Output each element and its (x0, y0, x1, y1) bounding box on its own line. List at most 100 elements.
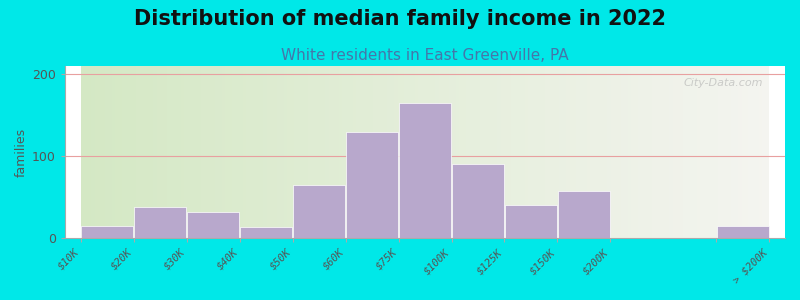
Bar (322, 66, 326, 238)
Bar (542, 66, 546, 238)
Bar (562, 66, 566, 238)
Title: White residents in East Greenville, PA: White residents in East Greenville, PA (282, 48, 569, 63)
Bar (308, 66, 311, 238)
Bar (418, 66, 422, 238)
Bar (683, 66, 686, 238)
Bar (301, 66, 305, 238)
Bar (749, 66, 752, 238)
Bar (673, 66, 676, 238)
Bar (442, 66, 446, 238)
Bar (287, 66, 291, 238)
Bar (710, 66, 714, 238)
Bar (81, 66, 84, 238)
Bar (342, 66, 346, 238)
Bar (215, 66, 218, 238)
Bar (188, 66, 191, 238)
Bar (184, 66, 188, 238)
Bar (655, 66, 659, 238)
Bar (82, 226, 134, 238)
Bar (474, 66, 477, 238)
Bar (139, 66, 143, 238)
Bar (618, 66, 621, 238)
Bar (532, 66, 535, 238)
Bar (399, 103, 451, 238)
Bar (762, 66, 766, 238)
Bar (167, 66, 170, 238)
Bar (118, 66, 122, 238)
Bar (724, 66, 728, 238)
Bar (556, 66, 559, 238)
Bar (246, 66, 250, 238)
Bar (150, 66, 154, 238)
Bar (414, 66, 418, 238)
Bar (577, 66, 580, 238)
Bar (505, 205, 557, 238)
Bar (136, 66, 139, 238)
Bar (198, 66, 202, 238)
Bar (463, 66, 466, 238)
Bar (766, 66, 769, 238)
Bar (508, 66, 511, 238)
Bar (466, 66, 470, 238)
Bar (146, 66, 150, 238)
Bar (717, 226, 769, 238)
Bar (604, 66, 607, 238)
Bar (226, 66, 229, 238)
Bar (438, 66, 442, 238)
Bar (408, 66, 411, 238)
Bar (745, 66, 749, 238)
Bar (115, 66, 118, 238)
Bar (580, 66, 583, 238)
Bar (232, 66, 236, 238)
Bar (339, 66, 342, 238)
Bar (611, 66, 614, 238)
Bar (649, 66, 652, 238)
Bar (522, 66, 525, 238)
Y-axis label: families: families (15, 128, 28, 176)
Bar (154, 66, 157, 238)
Bar (477, 66, 480, 238)
Bar (742, 66, 745, 238)
Bar (129, 66, 133, 238)
Bar (133, 66, 136, 238)
Bar (332, 66, 335, 238)
Bar (501, 66, 504, 238)
Bar (187, 212, 239, 238)
Bar (370, 66, 374, 238)
Bar (552, 66, 556, 238)
Bar (546, 66, 549, 238)
Bar (284, 66, 287, 238)
Bar (326, 66, 329, 238)
Bar (758, 66, 762, 238)
Bar (570, 66, 573, 238)
Bar (731, 66, 734, 238)
Bar (728, 66, 731, 238)
Bar (590, 66, 594, 238)
Bar (236, 66, 239, 238)
Bar (157, 66, 160, 238)
Bar (181, 66, 184, 238)
Bar (573, 66, 577, 238)
Bar (102, 66, 105, 238)
Bar (470, 66, 474, 238)
Bar (583, 66, 586, 238)
Bar (686, 66, 690, 238)
Bar (607, 66, 611, 238)
Bar (449, 66, 453, 238)
Bar (635, 66, 638, 238)
Bar (222, 66, 226, 238)
Bar (98, 66, 102, 238)
Bar (329, 66, 332, 238)
Bar (263, 66, 266, 238)
Text: Distribution of median family income in 2022: Distribution of median family income in … (134, 9, 666, 29)
Bar (346, 66, 350, 238)
Bar (242, 66, 246, 238)
Bar (628, 66, 631, 238)
Bar (239, 66, 242, 238)
Bar (270, 66, 274, 238)
Bar (205, 66, 208, 238)
Bar (690, 66, 694, 238)
Bar (559, 66, 562, 238)
Bar (380, 66, 384, 238)
Bar (752, 66, 755, 238)
